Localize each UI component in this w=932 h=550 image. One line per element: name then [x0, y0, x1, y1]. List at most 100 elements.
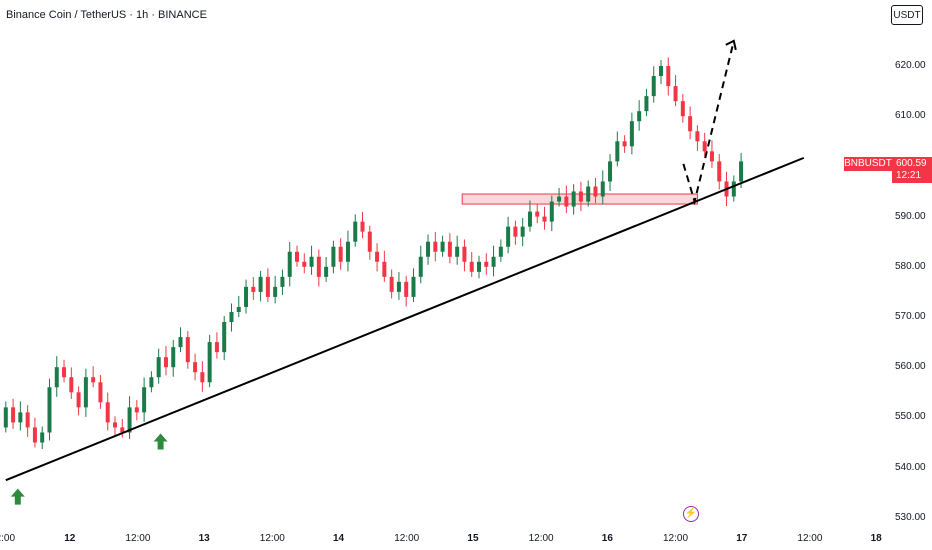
- x-tick-label: 12: [64, 533, 76, 544]
- candle: [484, 253, 489, 275]
- projection-arrowhead: [725, 39, 737, 51]
- candle: [426, 234, 431, 265]
- x-tick-label: 12:00: [663, 533, 689, 544]
- candle: [680, 93, 685, 123]
- candle: [54, 356, 59, 397]
- candle: [178, 327, 183, 353]
- up-arrow-icon: [10, 488, 25, 505]
- candle: [717, 154, 722, 190]
- candle: [608, 154, 613, 191]
- candle: [629, 112, 634, 155]
- chart-title: Binance Coin / TetherUS · 1h · BINANCE: [6, 9, 207, 21]
- candle: [477, 255, 481, 279]
- y-tick-label: 570.00: [895, 311, 926, 322]
- candle: [411, 268, 416, 302]
- x-tick-label: 12:00: [797, 533, 823, 544]
- candle: [375, 243, 380, 272]
- candle: [615, 131, 620, 167]
- candle: [105, 392, 110, 431]
- candle: [222, 315, 227, 361]
- candle: [251, 277, 256, 300]
- candle: [666, 57, 671, 96]
- y-tick-label: 580.00: [895, 260, 926, 272]
- candle: [316, 249, 321, 287]
- candle: [382, 250, 387, 282]
- candle: [367, 225, 372, 260]
- candle: [440, 235, 445, 257]
- candle: [3, 401, 8, 433]
- candle: [214, 332, 219, 359]
- candle: [229, 303, 234, 332]
- candle: [688, 106, 693, 140]
- candle: [18, 401, 23, 431]
- candle: [76, 386, 81, 416]
- candle: [571, 184, 576, 215]
- candle: [98, 374, 103, 409]
- y-tick-label: 620.00: [895, 60, 926, 71]
- lightning-bolt-icon[interactable]: ⚡: [683, 506, 699, 522]
- candle: [491, 245, 496, 277]
- candle: [622, 135, 627, 153]
- x-tick-label: 12:00: [394, 533, 420, 544]
- up-arrow-icon: [153, 433, 168, 450]
- candle: [542, 206, 547, 230]
- candle: [62, 359, 67, 383]
- candle: [40, 426, 45, 450]
- x-tick-label: 13: [198, 533, 210, 544]
- candle: [651, 66, 656, 103]
- candle: [200, 361, 205, 392]
- candle: [659, 59, 663, 85]
- support-trendline: [5, 156, 805, 482]
- candle: [134, 400, 139, 421]
- candle: [265, 268, 270, 302]
- candle: [447, 233, 452, 264]
- candle: [353, 214, 358, 247]
- candle: [433, 231, 438, 262]
- y-tick-label: 540.00: [895, 461, 926, 473]
- x-tick-label: 12:00: [528, 533, 554, 544]
- candle: [520, 218, 525, 247]
- candle: [673, 75, 678, 107]
- candle: [11, 398, 16, 429]
- candle: [593, 177, 598, 204]
- candle: [404, 275, 409, 307]
- candle: [287, 241, 292, 287]
- candle: [193, 353, 198, 381]
- candle: [702, 132, 707, 157]
- y-tick-label: 610.00: [895, 110, 926, 122]
- candle: [455, 235, 460, 265]
- candle: [185, 331, 190, 369]
- y-tick-label: 530.00: [895, 511, 926, 523]
- candle: [295, 245, 299, 267]
- currency-button[interactable]: USDT: [891, 5, 923, 25]
- candle: [557, 187, 562, 207]
- candle: [69, 367, 74, 399]
- overlay-layer: [5, 39, 805, 505]
- candle: [396, 272, 401, 300]
- candle: [695, 125, 700, 151]
- candle: [637, 100, 642, 131]
- candle: [549, 195, 554, 232]
- candle: [142, 377, 147, 422]
- candle: [127, 396, 132, 439]
- candle: [171, 339, 176, 377]
- candle: [163, 346, 168, 376]
- candle: [309, 245, 314, 275]
- candle: [302, 253, 307, 274]
- candle: [527, 200, 532, 232]
- x-tick-label: 15: [467, 533, 479, 544]
- candle: [564, 185, 569, 214]
- x-tick-label: 12:00: [125, 533, 151, 544]
- x-tick-label: 17: [736, 533, 748, 544]
- candle: [25, 405, 30, 437]
- candle: [535, 204, 540, 224]
- candle: [600, 170, 605, 205]
- candle: [498, 239, 503, 262]
- candle: [149, 371, 154, 393]
- candle: [731, 175, 736, 202]
- candle: [324, 257, 329, 282]
- candle: [389, 269, 394, 299]
- candle: [469, 251, 474, 277]
- candle: [258, 270, 263, 302]
